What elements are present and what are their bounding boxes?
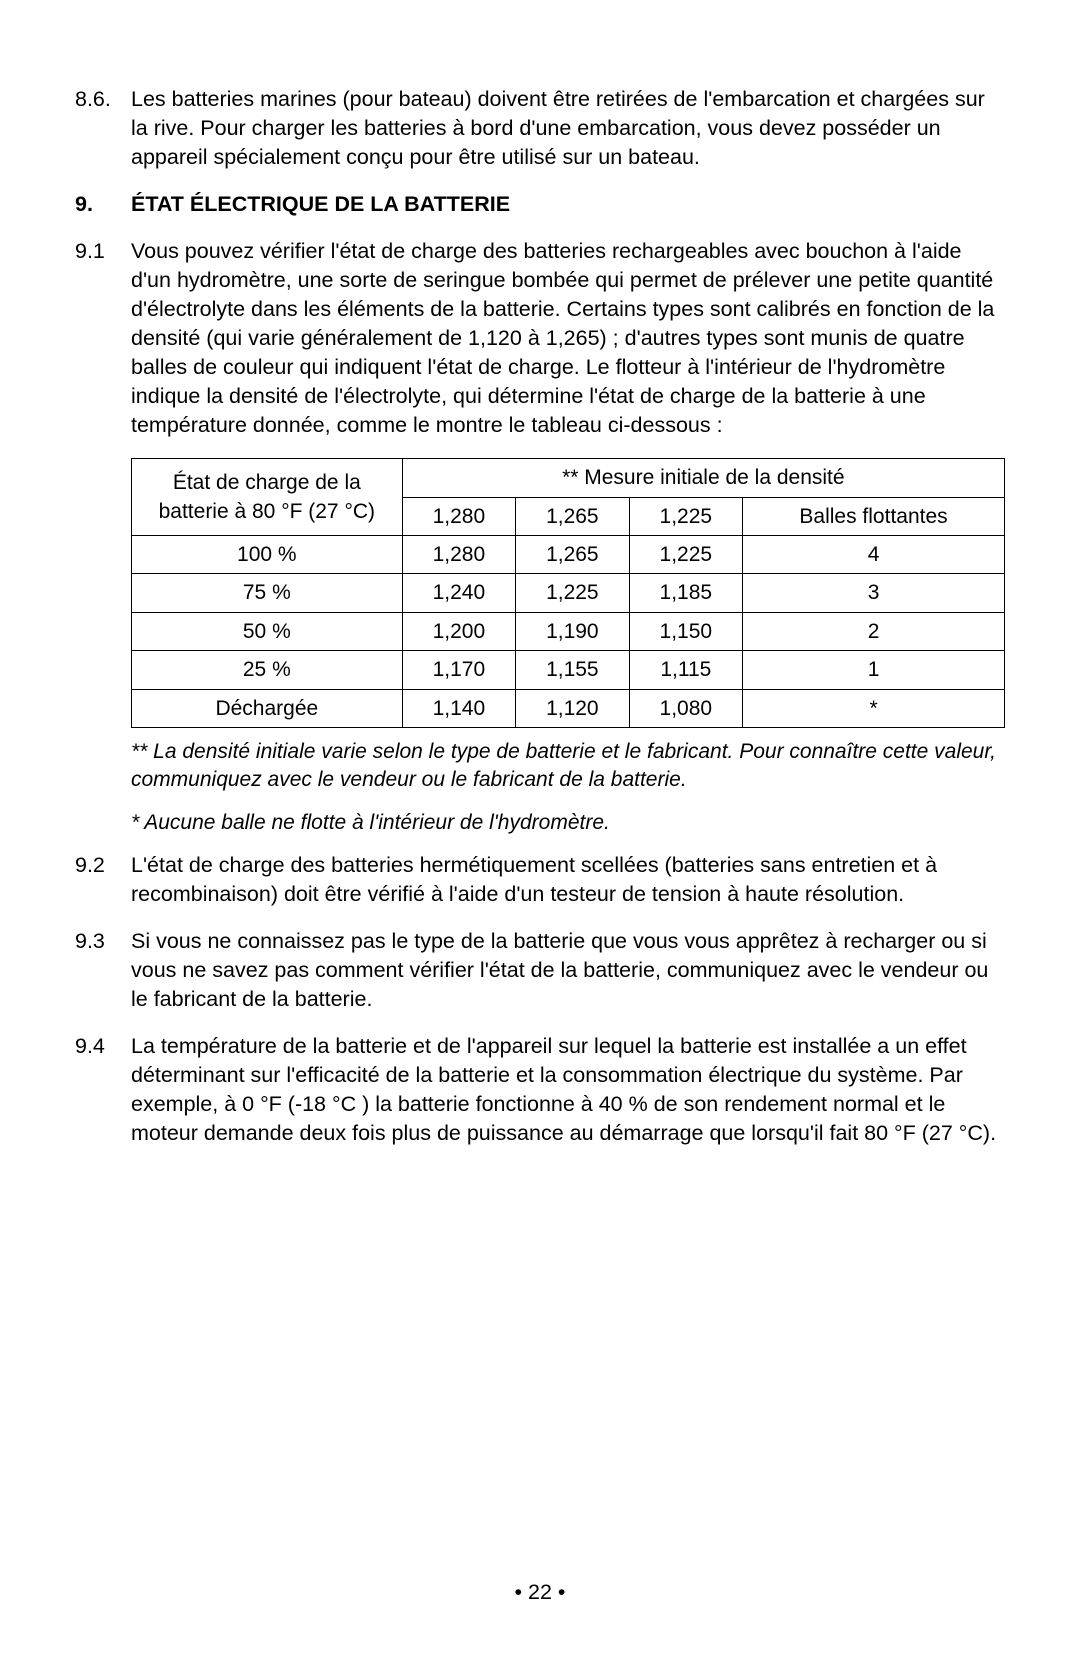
item-text: La température de la batterie et de l'ap…	[131, 1032, 1005, 1148]
table-cell: 1,280	[402, 497, 515, 535]
list-item: 9.4 La température de la batterie et de …	[75, 1032, 1005, 1148]
page-number: • 22 •	[0, 1578, 1080, 1607]
footnote: ** La densité initiale varie selon le ty…	[131, 738, 1005, 795]
item-number: 9.4	[75, 1032, 131, 1148]
table-cell: 1	[743, 651, 1005, 689]
table-cell: 1,225	[629, 535, 742, 573]
item-text: Les batteries marines (pour bateau) doiv…	[131, 85, 1005, 172]
table-row: 100 %1,2801,2651,2254	[132, 535, 1005, 573]
table-cell: 1,225	[516, 574, 629, 612]
page-container: 8.6. Les batteries marines (pour bateau)…	[0, 0, 1080, 1669]
table-row: Déchargée1,1401,1201,080*	[132, 689, 1005, 727]
list-item: 9.2 L'état de charge des batteries hermé…	[75, 851, 1005, 909]
table-cell: 1,120	[516, 689, 629, 727]
item-number: 9.2	[75, 851, 131, 909]
item-number: 9.1	[75, 237, 131, 440]
table-cell: 25 %	[132, 651, 403, 689]
table-cell: 1,140	[402, 689, 515, 727]
list-item: 9.3 Si vous ne connaissez pas le type de…	[75, 927, 1005, 1014]
item-number: 8.6.	[75, 85, 131, 172]
table-cell: *	[743, 689, 1005, 727]
table-cell: 1,155	[516, 651, 629, 689]
table-header-right: ** Mesure initiale de la densité	[402, 459, 1004, 497]
item-text: L'état de charge des batteries hermétiqu…	[131, 851, 1005, 909]
table-row: 75 %1,2401,2251,1853	[132, 574, 1005, 612]
table-cell: 1,265	[516, 535, 629, 573]
table-cell: 1,115	[629, 651, 742, 689]
table-row: 50 %1,2001,1901,1502	[132, 612, 1005, 650]
table-row: 25 %1,1701,1551,1151	[132, 651, 1005, 689]
table-cell: Balles flottantes	[743, 497, 1005, 535]
item-text: Vous pouvez vérifier l'état de charge de…	[131, 237, 1005, 440]
table-header-row: État de charge de la batterie à 80 °F (2…	[132, 459, 1005, 497]
table-cell: 75 %	[132, 574, 403, 612]
table-cell: 3	[743, 574, 1005, 612]
footnotes: ** La densité initiale varie selon le ty…	[131, 738, 1005, 837]
density-table-container: État de charge de la batterie à 80 °F (2…	[131, 458, 1005, 728]
table-cell: 1,225	[629, 497, 742, 535]
table-cell: 1,150	[629, 612, 742, 650]
table-cell: 1,280	[402, 535, 515, 573]
section-number: 9.	[75, 190, 131, 219]
table-cell: 1,080	[629, 689, 742, 727]
table-cell: 50 %	[132, 612, 403, 650]
item-number: 9.3	[75, 927, 131, 1014]
table-cell: 1,200	[402, 612, 515, 650]
table-cell: 1,170	[402, 651, 515, 689]
table-cell: 1,265	[516, 497, 629, 535]
item-text: Si vous ne connaissez pas le type de la …	[131, 927, 1005, 1014]
table-cell: 4	[743, 535, 1005, 573]
footnote: * Aucune balle ne flotte à l'intérieur d…	[131, 809, 1005, 837]
table-cell: 1,185	[629, 574, 742, 612]
density-table: État de charge de la batterie à 80 °F (2…	[131, 458, 1005, 728]
section-title: ÉTAT ÉLECTRIQUE DE LA BATTERIE	[131, 192, 510, 216]
table-cell: 2	[743, 612, 1005, 650]
table-cell: 1,240	[402, 574, 515, 612]
section-heading: 9.ÉTAT ÉLECTRIQUE DE LA BATTERIE	[75, 190, 1005, 219]
table-cell: 100 %	[132, 535, 403, 573]
table-header-left: État de charge de la batterie à 80 °F (2…	[132, 459, 403, 536]
table-cell: 1,190	[516, 612, 629, 650]
table-cell: Déchargée	[132, 689, 403, 727]
list-item: 9.1 Vous pouvez vérifier l'état de charg…	[75, 237, 1005, 440]
list-item: 8.6. Les batteries marines (pour bateau)…	[75, 85, 1005, 172]
